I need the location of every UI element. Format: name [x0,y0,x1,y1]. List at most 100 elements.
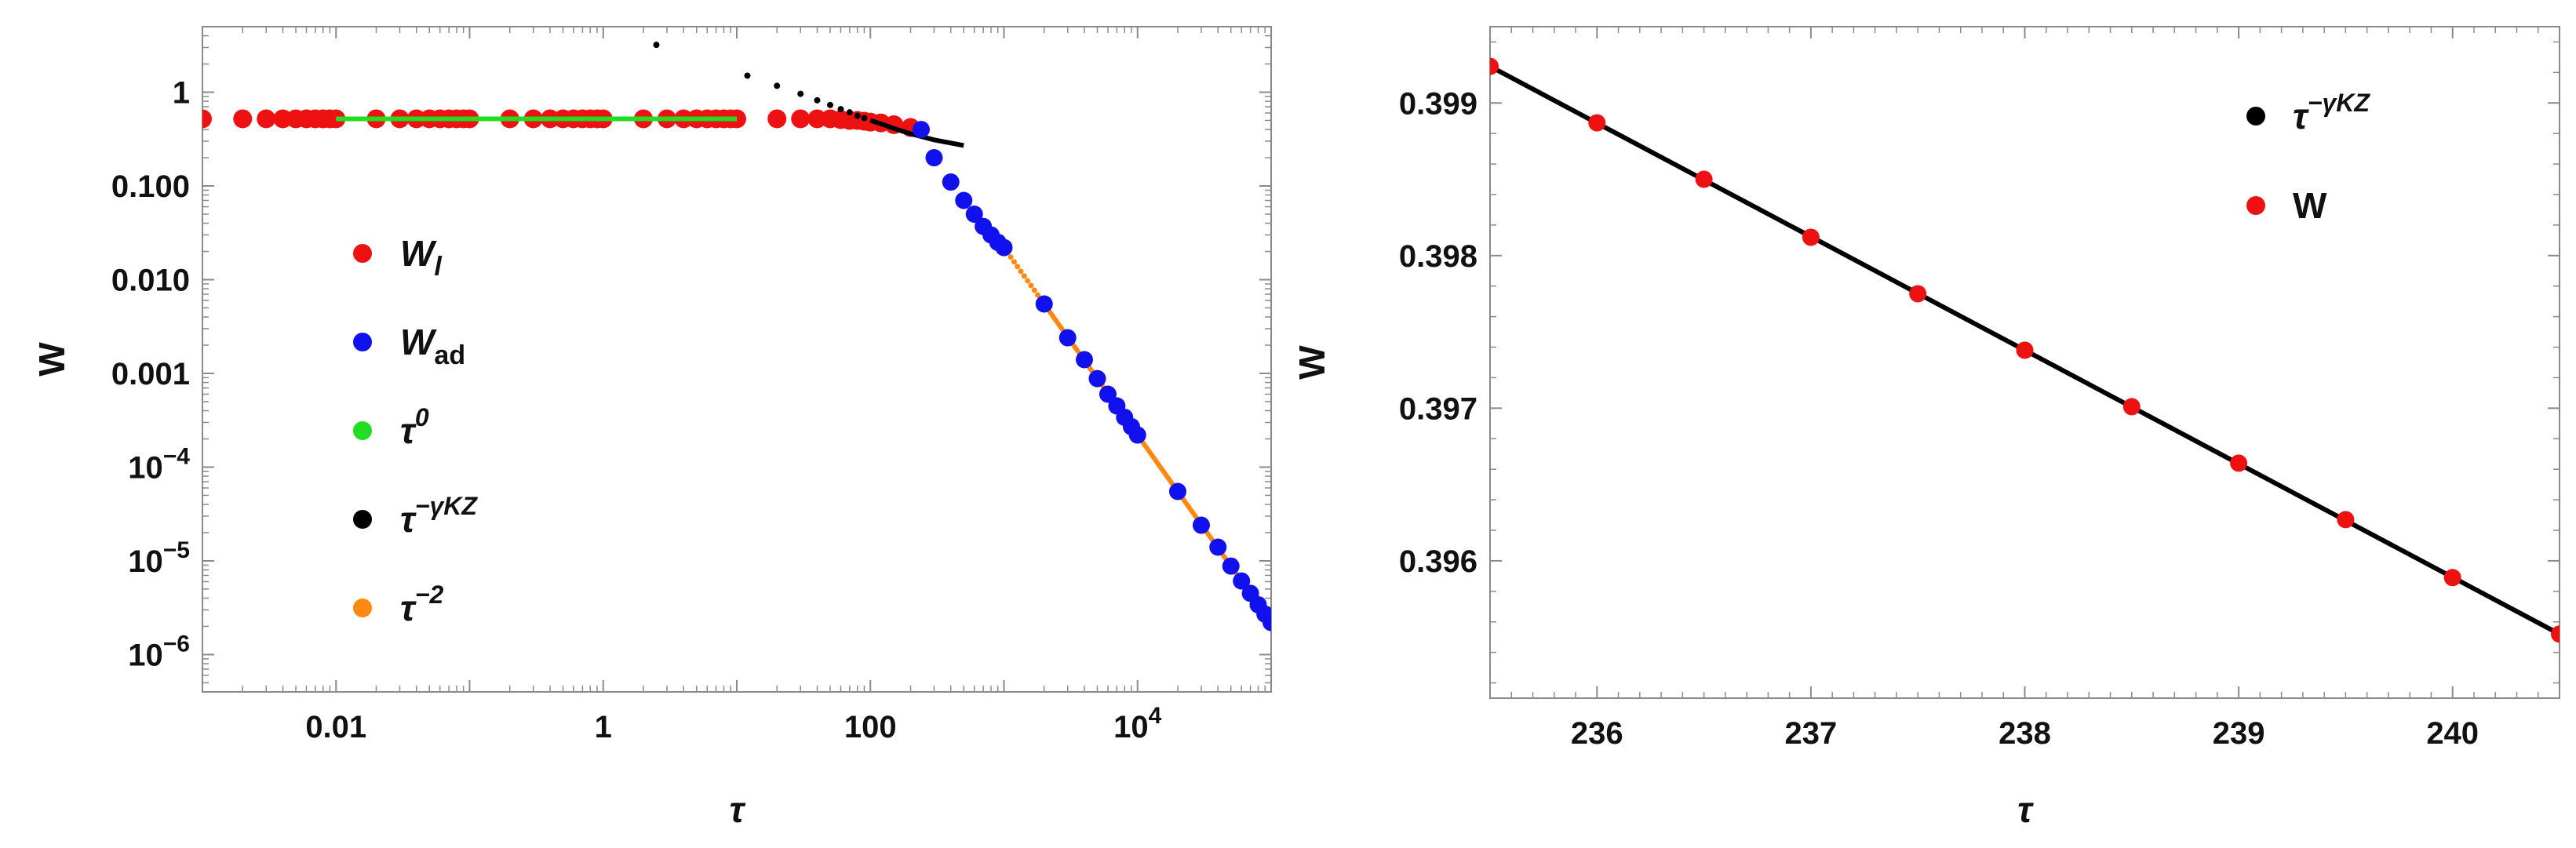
plot-area [202,42,1271,631]
tau-kz-point [814,96,821,104]
w-point [2230,454,2248,472]
w-point [2016,341,2034,359]
tau-kz-point [846,109,853,116]
wad-point [1088,369,1106,388]
tau-2-point [1035,292,1041,298]
wl-point [767,109,787,129]
wad-point [995,238,1013,257]
w-point [2122,398,2141,416]
wad-point [965,205,983,223]
x-tick-label: 237 [1785,716,1838,751]
legend-marker [353,333,372,351]
tau-2-point [1018,268,1024,275]
x-axis-label: τ [730,789,746,830]
x-tick-label: 0.01 [305,710,366,744]
legend-label: Wl [400,233,443,282]
wad-point [1058,329,1077,347]
plot-area [1490,57,2560,643]
legend-right: τ−γKZ W [2246,89,2370,226]
x-tick-label: 104 [1113,703,1162,744]
wad-point [1233,572,1251,590]
w-point [2551,625,2560,643]
tau-kz-point [854,112,861,119]
y-tick-label: 0.398 [1399,239,1477,274]
tau-kz-line [869,118,964,148]
legend-label: τ−γKZ [400,492,478,540]
y-tick-label: 0.010 [111,263,190,297]
y-tick-label: 0.396 [1399,544,1477,579]
legend-left: Wl Wad τ0 τ−γKZ τ−2 [353,233,478,628]
wl-point [273,109,293,129]
x-tick-label: 240 [2426,716,2479,751]
x-tick-label: 239 [2213,716,2265,751]
legend-marker [2246,196,2265,215]
wl-point [257,109,276,129]
wad-point [912,121,930,139]
y-tick-label: 10−6 [128,631,190,672]
x-axis-label: τ [2017,789,2034,830]
legend-marker [353,599,372,617]
legend-marker [353,510,372,529]
tau-2-point [1031,287,1037,293]
wad-point [1128,426,1146,444]
w-point [1909,285,1927,303]
legend-label: τ−2 [400,580,444,628]
wad-point [925,149,943,167]
panel-left: 0.01 1 100 104 1 0.100 0.010 0.001 10−4 10−5 10−6 τ… [31,26,1272,830]
tau-2-point [1007,254,1014,260]
legend-marker [353,421,372,440]
legend-marker [2246,107,2265,126]
w-point [2337,511,2355,529]
tau-kz-point [797,90,804,97]
w-point [1802,228,1820,246]
legend-label: τ0 [400,403,429,451]
wl-point [791,109,811,129]
x-tick-label: 238 [1998,716,2051,751]
y-axis-label: W [31,342,72,377]
wad-point [1192,516,1210,534]
y-tick-label: 10−5 [128,537,190,579]
wl-point [202,109,212,129]
legend-marker [353,244,372,263]
w-point [2443,569,2461,587]
w-point [1588,114,1606,132]
legend-label: τ−γKZ [2293,89,2370,136]
tau-2-point [1025,278,1031,284]
y-tick-label: 10−4 [128,443,190,485]
tau-kz-point [744,72,751,79]
x-tick-label: 236 [1571,716,1623,751]
tau-2-point [1011,259,1017,265]
wad-point [1222,557,1240,575]
panel-right: 236 237 238 239 240 0.396 0.397 0.398 0.399 τ Wτ−γ… [1292,26,2560,830]
wl-point [233,109,253,129]
wad-point [955,191,973,209]
y-tick-label: 0.001 [111,357,190,391]
wad-point [1169,482,1187,500]
tau-kz-point [826,101,833,108]
y-tick-label: 0.399 [1399,86,1477,121]
legend-label: Wad [400,322,465,370]
tau-2-point [1015,264,1021,270]
wad-point [1262,613,1271,631]
y-tick-label: 0.397 [1399,391,1477,426]
y-tick-label: 0.100 [111,169,190,204]
w-point [1695,170,1713,188]
x-tick-label: 100 [844,710,897,744]
tau-kz-point [653,42,660,49]
wad-point [1209,538,1227,556]
y-axis-label: W [1292,345,1332,380]
w-point [1490,57,1499,75]
tau-kz-point [774,82,781,89]
tau-kz-point [861,115,868,122]
x-tick-label: 1 [595,710,612,744]
wad-point [1076,351,1094,369]
wad-point [942,173,960,191]
wad-point [1035,295,1053,313]
tau-kz-point [837,106,844,113]
plot-frame [1489,26,2560,699]
wad-point [1099,385,1117,403]
tau-2-point [1028,282,1034,289]
legend-label: W [2293,185,2327,226]
